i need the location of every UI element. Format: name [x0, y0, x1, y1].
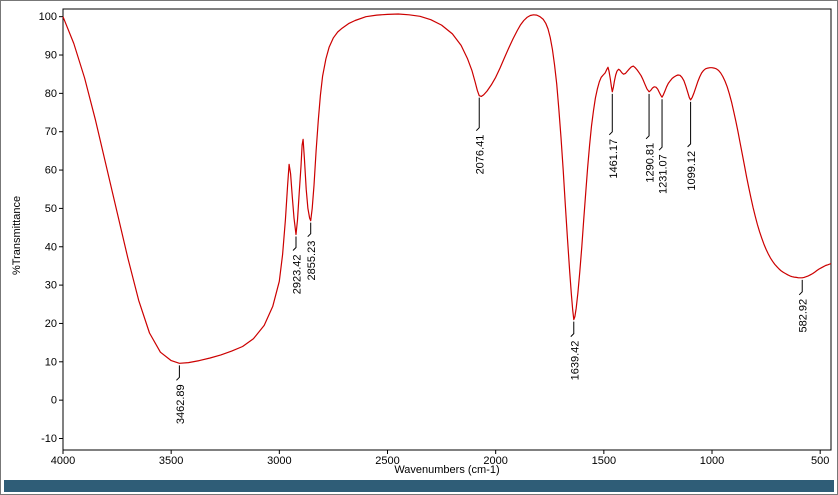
y-axis-tick-label: 0 [51, 395, 57, 407]
x-axis-tick-label: 3500 [159, 455, 183, 467]
y-axis-tick-label: 100 [39, 11, 57, 23]
y-axis-tick-label: 50 [45, 203, 57, 215]
x-axis-tick-label: 4000 [51, 455, 75, 467]
y-axis-tick-label: 10 [45, 356, 57, 368]
y-axis-tick-label: 20 [45, 318, 57, 330]
y-axis-tick-label: 40 [45, 241, 57, 253]
peak-annotation-label: 1461.17 [608, 139, 620, 179]
bottom-status-bar [4, 480, 834, 492]
peak-annotation-leader [570, 321, 575, 337]
y-axis-tick-label: 80 [45, 88, 57, 100]
y-axis-tick-label: 30 [45, 280, 57, 292]
x-axis-tick-label: 500 [811, 455, 829, 467]
y-axis-tick-label: 60 [45, 165, 57, 177]
y-axis-tick-label: 90 [45, 50, 57, 62]
x-axis-tick-label: 1500 [592, 455, 616, 467]
y-axis-title: %Transmittance [11, 195, 23, 275]
peak-annotation-leader [176, 365, 180, 381]
x-axis-tick-label: 3000 [267, 455, 291, 467]
peak-annotation-label: 1290.81 [645, 143, 657, 183]
peak-annotation-label: 2855.23 [306, 241, 318, 281]
peak-annotation-label: 1639.42 [569, 341, 581, 381]
peak-annotation-leader [645, 93, 650, 140]
peak-annotation-leader [475, 97, 480, 132]
x-axis-tick-label: 2000 [483, 455, 507, 467]
peak-annotation-leader [687, 101, 692, 148]
spectrum-line [62, 13, 832, 364]
plot-frame [62, 8, 832, 451]
peak-annotation-label: 1231.07 [658, 154, 670, 194]
x-axis-tick-label: 2500 [375, 455, 399, 467]
peak-annotation-label: 2076.41 [475, 135, 487, 175]
peak-annotation-leader [608, 93, 613, 136]
peak-annotation-label: 582.92 [798, 299, 810, 333]
y-axis-tick-label: -10 [41, 433, 57, 445]
peak-annotation-label: 2923.42 [291, 254, 303, 294]
y-axis-tick-label: 70 [45, 126, 57, 138]
peak-annotation-label: 3462.89 [175, 384, 187, 424]
x-axis-tick-label: 1000 [700, 455, 724, 467]
peak-annotation-leader [658, 99, 663, 151]
peak-annotation-label: 1099.12 [686, 151, 698, 191]
peak-annotation-leader [307, 222, 312, 238]
peak-annotation-leader [798, 279, 803, 296]
x-axis-title: Wavenumbers (cm-1) [394, 464, 500, 476]
peak-annotation-leader [292, 236, 297, 251]
